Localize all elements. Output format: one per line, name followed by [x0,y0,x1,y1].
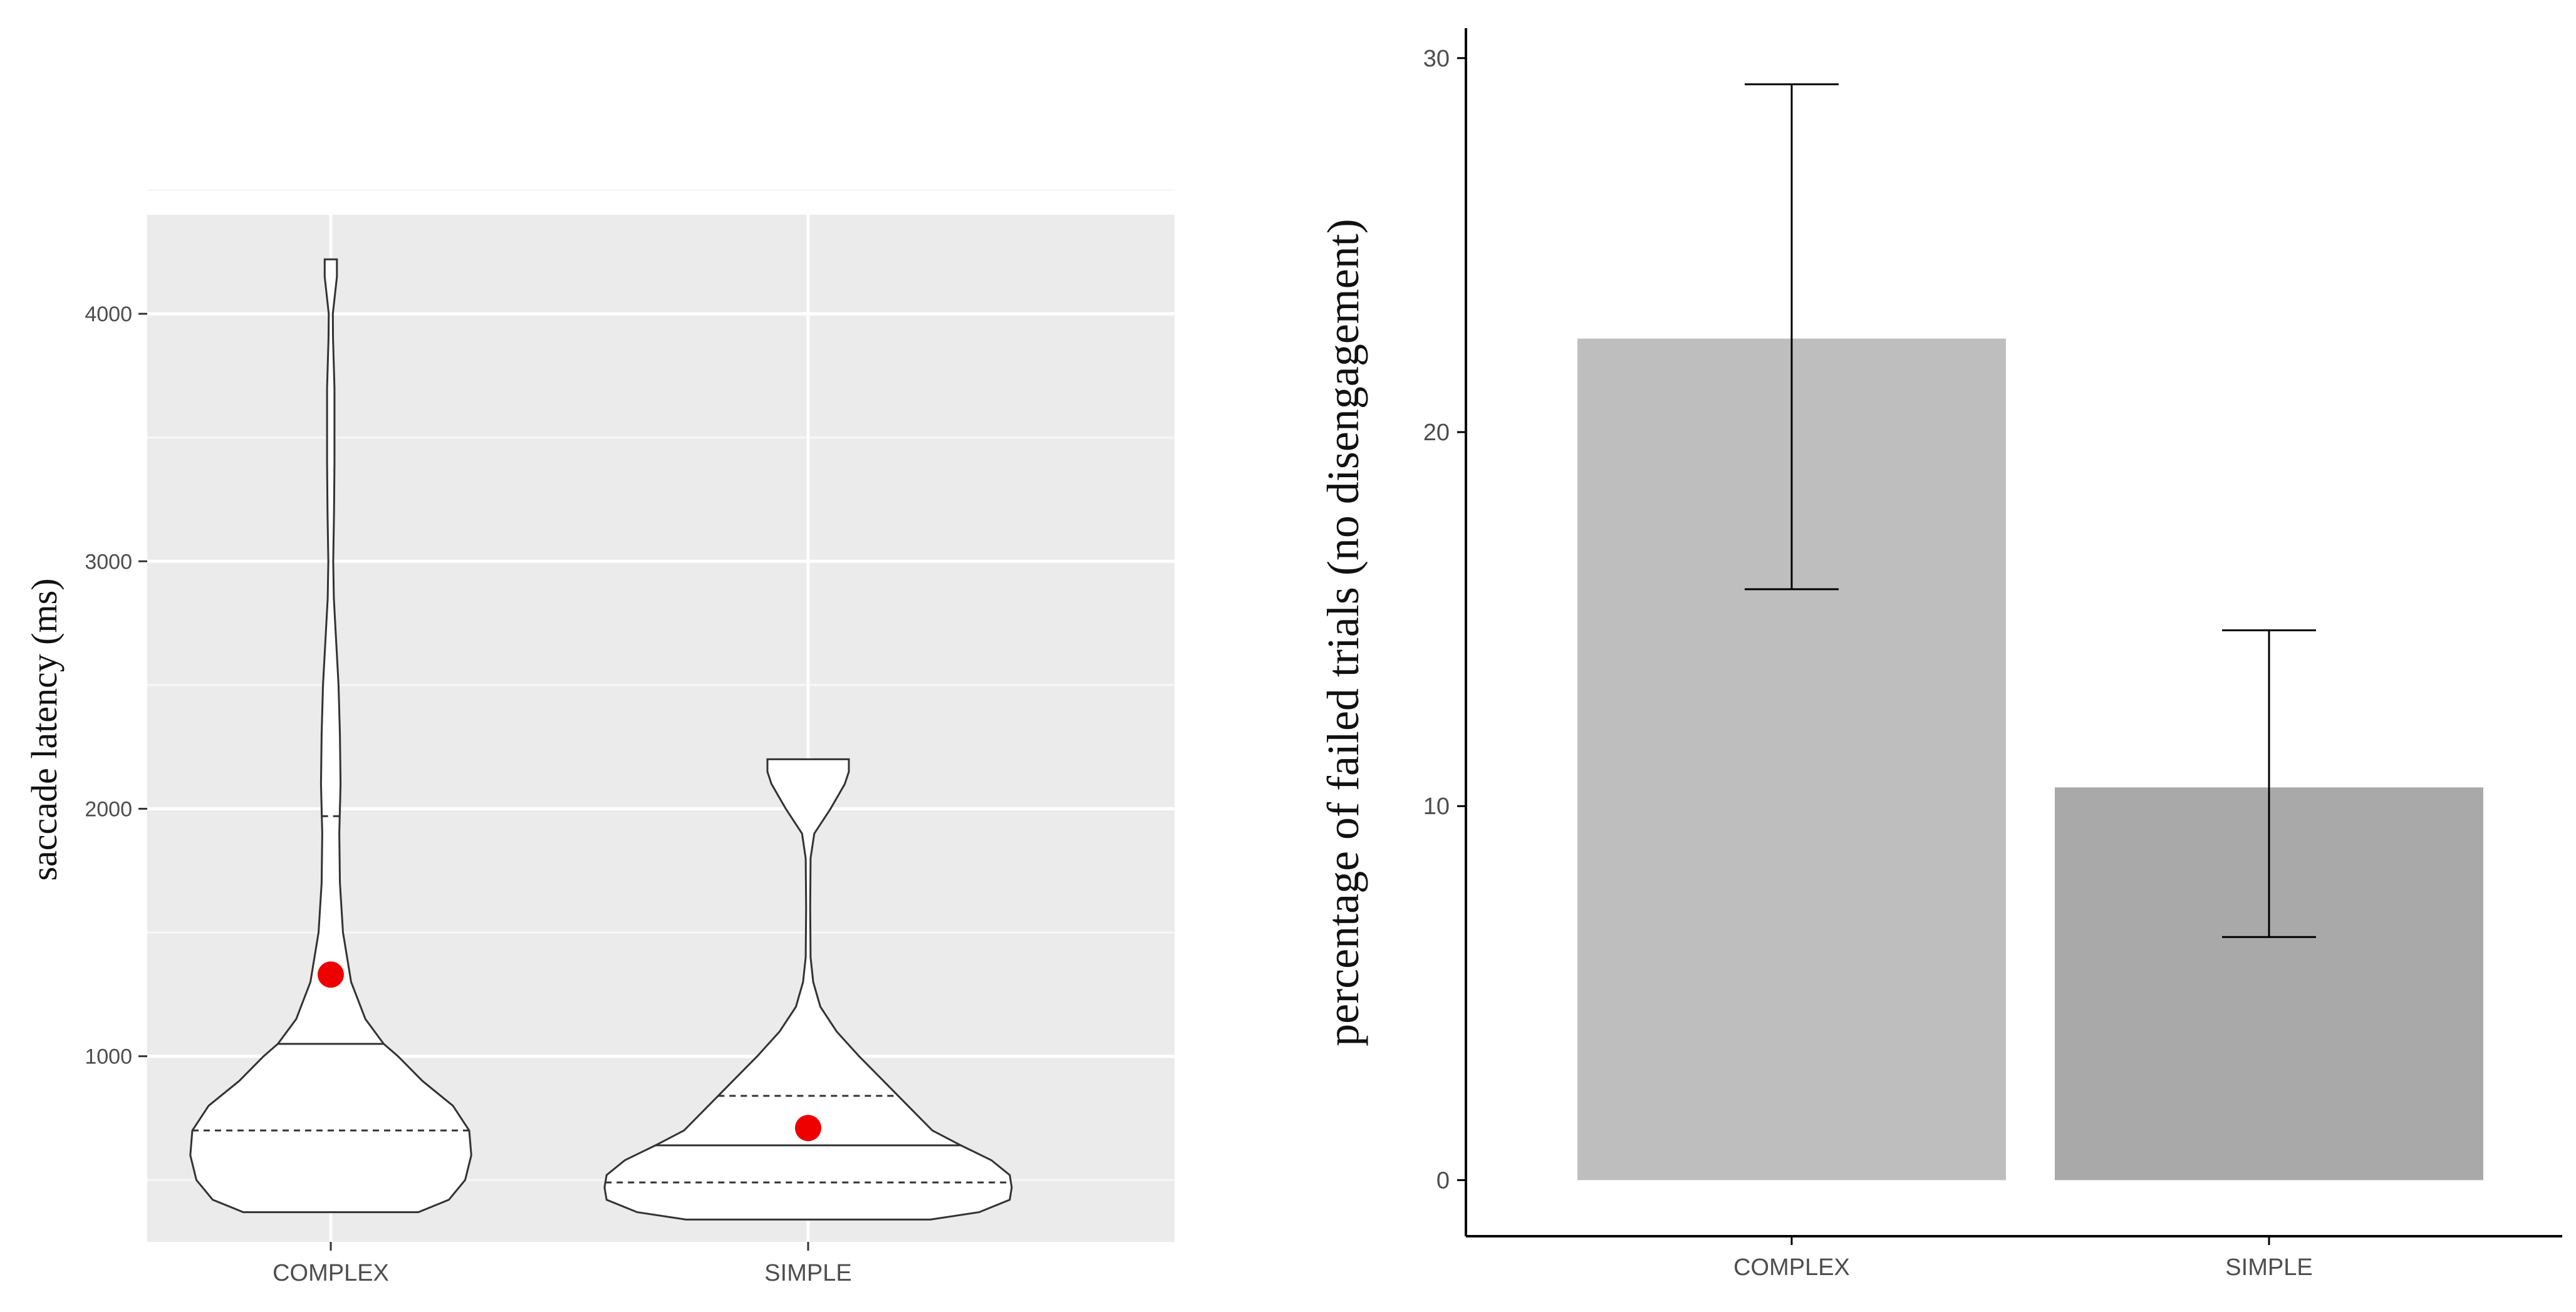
bar-y-axis-label: percentage of failed trials (no disengag… [1318,219,1368,1046]
mean-point-simple [795,1115,821,1142]
mean-point-complex [318,961,344,988]
bar-x-ticks: COMPLEX SIMPLE [1733,1236,2313,1281]
y-tick-label: 3000 [85,550,132,574]
violin-chart: 1000 2000 3000 4000 COMPLEX SIMPLE saccade l… [24,189,1175,1286]
y-tick-label: 2000 [85,797,132,821]
y-tick-label: 30 [1423,46,1450,72]
violin-x-ticks: COMPLEX SIMPLE [273,1242,852,1286]
x-tick-label: SIMPLE [2225,1254,2312,1281]
bar-chart: 0 10 20 30 COMPLEX SIMPLE percentage of fail… [1318,28,2562,1281]
y-tick-label: 1000 [85,1045,132,1069]
bar-y-ticks: 0 10 20 30 [1423,46,1466,1194]
violins [189,258,1013,1221]
violin-y-axis-label: saccade latency (ms) [24,578,65,881]
y-tick-label: 4000 [85,302,132,326]
x-tick-label: SIMPLE [764,1260,851,1286]
y-tick-label: 10 [1423,793,1450,820]
violin-simple [603,758,1013,1221]
violin-y-ticks: 1000 2000 3000 4000 [85,302,147,1069]
bars [1577,338,2483,1180]
x-tick-label: COMPLEX [273,1260,389,1286]
error-bars [1745,83,2316,938]
y-tick-label: 20 [1423,420,1450,446]
x-tick-label: COMPLEX [1733,1254,1850,1281]
y-tick-label: 0 [1436,1167,1450,1194]
